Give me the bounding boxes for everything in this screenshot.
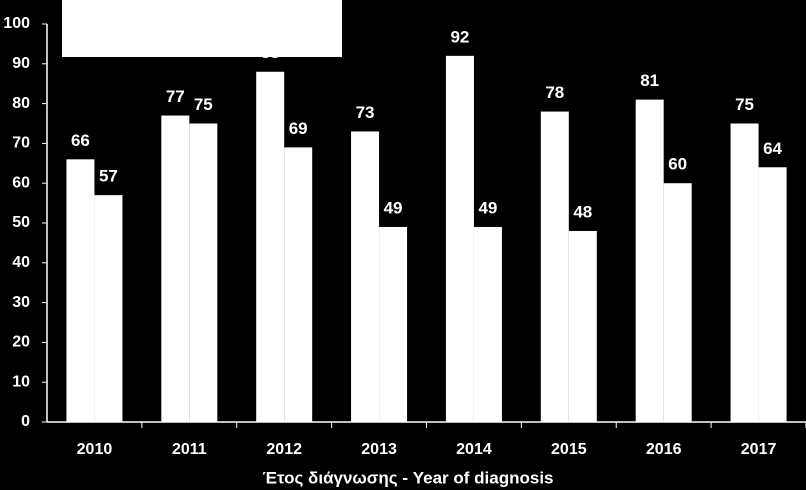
y-tick-label: 30 xyxy=(12,294,30,311)
bar xyxy=(189,123,218,422)
x-tick-label: 2014 xyxy=(456,441,492,458)
bar xyxy=(758,167,787,422)
value-label: 57 xyxy=(99,167,118,186)
bar xyxy=(730,123,759,422)
bar xyxy=(568,230,597,422)
value-label: 49 xyxy=(384,198,403,217)
bar xyxy=(473,226,502,422)
bar xyxy=(94,195,123,422)
value-label: 81 xyxy=(640,71,659,90)
y-tick-label: 80 xyxy=(12,95,30,112)
y-tick-label: 40 xyxy=(12,254,30,271)
y-tick-label: 0 xyxy=(21,413,30,430)
y-tick-label: 10 xyxy=(12,373,30,390)
plot-area: 0 10 20 30 40 50 60 70 80 90 100 2010 66 57 2011 77 75 20… xyxy=(3,15,806,458)
bar xyxy=(379,226,408,422)
x-tick-label: 2015 xyxy=(551,441,587,458)
bar xyxy=(256,71,285,422)
value-label: 75 xyxy=(735,95,754,114)
bar xyxy=(540,111,569,422)
y-tick-label: 60 xyxy=(12,174,30,191)
y-tick-label: 100 xyxy=(3,15,30,32)
value-label: 49 xyxy=(478,198,497,217)
bar xyxy=(161,115,190,422)
x-tick-label: 2010 xyxy=(77,441,113,458)
y-tick-label: 20 xyxy=(12,334,30,351)
legend-box xyxy=(62,0,342,57)
y-tick-label: 50 xyxy=(12,214,30,231)
x-tick-label: 2013 xyxy=(361,441,397,458)
value-label: 77 xyxy=(166,87,185,106)
bar xyxy=(284,147,313,422)
bar xyxy=(351,131,380,422)
value-label: 69 xyxy=(289,119,308,138)
x-tick-label: 2011 xyxy=(172,441,207,458)
value-label: 73 xyxy=(356,103,375,122)
x-tick-label: 2016 xyxy=(646,441,682,458)
bar xyxy=(663,183,692,422)
value-label: 60 xyxy=(668,155,687,174)
bar xyxy=(635,99,664,423)
x-tick-label: 2012 xyxy=(266,441,302,458)
x-axis-title: Έτος διάγνωσης - Year of diagnosis xyxy=(262,468,553,487)
y-tick-label: 90 xyxy=(12,55,30,72)
value-label: 48 xyxy=(573,202,592,221)
value-label: 64 xyxy=(763,139,782,158)
bar xyxy=(445,55,474,423)
value-label: 75 xyxy=(194,95,213,114)
y-tick-label: 70 xyxy=(12,135,30,152)
bar xyxy=(66,159,95,422)
x-tick-label: 2017 xyxy=(741,441,777,458)
value-label: 78 xyxy=(545,83,564,102)
value-label: 66 xyxy=(71,131,90,150)
value-label: 92 xyxy=(450,27,469,46)
